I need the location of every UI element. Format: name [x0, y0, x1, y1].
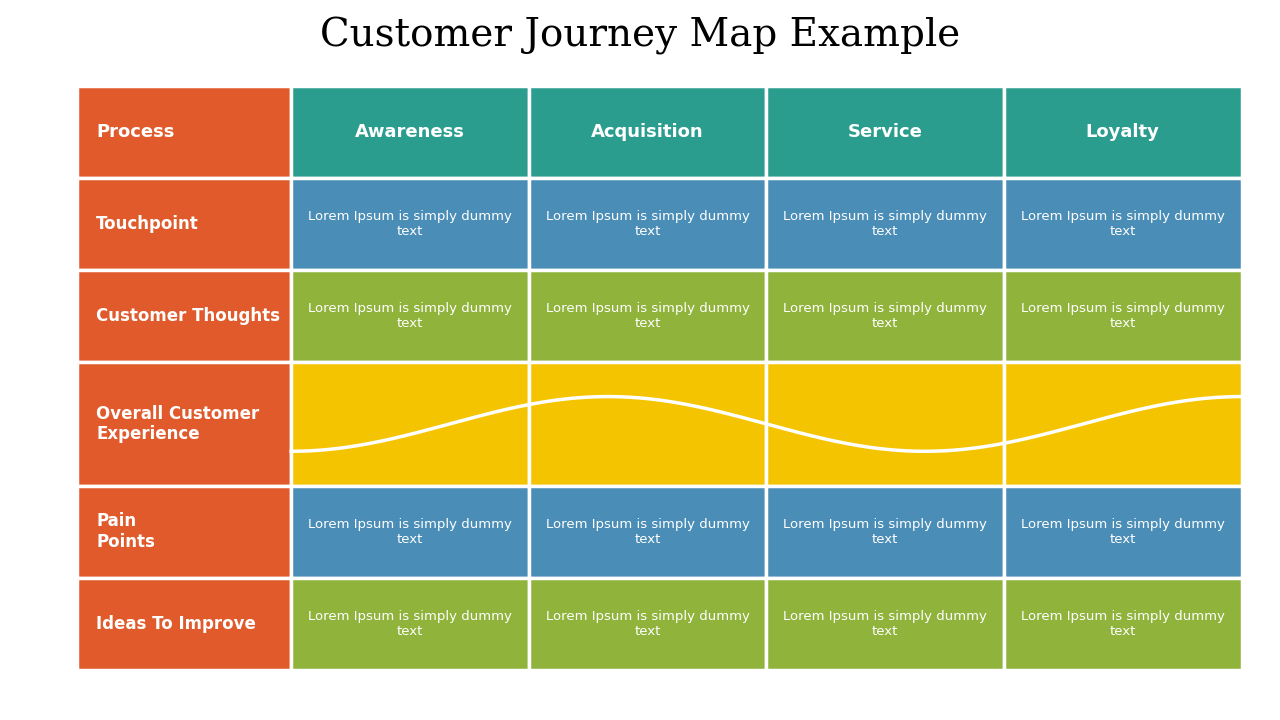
Text: Pain
Points: Pain Points [96, 513, 155, 552]
FancyBboxPatch shape [77, 179, 292, 270]
FancyBboxPatch shape [292, 577, 529, 670]
Text: Service: Service [847, 123, 923, 141]
FancyBboxPatch shape [529, 179, 767, 270]
FancyBboxPatch shape [529, 486, 767, 577]
FancyBboxPatch shape [529, 86, 767, 179]
Text: Process: Process [96, 123, 174, 141]
FancyBboxPatch shape [1004, 86, 1242, 179]
Text: Lorem Ipsum is simply dummy
text: Lorem Ipsum is simply dummy text [1021, 302, 1225, 330]
Text: Lorem Ipsum is simply dummy
text: Lorem Ipsum is simply dummy text [783, 210, 987, 238]
Text: Lorem Ipsum is simply dummy
text: Lorem Ipsum is simply dummy text [783, 610, 987, 638]
Text: Awareness: Awareness [355, 123, 465, 141]
Text: Touchpoint: Touchpoint [96, 215, 198, 233]
Text: Lorem Ipsum is simply dummy
text: Lorem Ipsum is simply dummy text [783, 518, 987, 546]
Text: Lorem Ipsum is simply dummy
text: Lorem Ipsum is simply dummy text [1021, 210, 1225, 238]
Text: Lorem Ipsum is simply dummy
text: Lorem Ipsum is simply dummy text [308, 210, 512, 238]
FancyBboxPatch shape [529, 577, 767, 670]
FancyBboxPatch shape [529, 270, 767, 362]
FancyBboxPatch shape [767, 179, 1004, 270]
FancyBboxPatch shape [767, 270, 1004, 362]
FancyBboxPatch shape [77, 362, 292, 486]
Text: Customer Thoughts: Customer Thoughts [96, 307, 280, 325]
FancyBboxPatch shape [1004, 486, 1242, 577]
Text: Lorem Ipsum is simply dummy
text: Lorem Ipsum is simply dummy text [308, 302, 512, 330]
Text: Lorem Ipsum is simply dummy
text: Lorem Ipsum is simply dummy text [545, 518, 750, 546]
Text: Loyalty: Loyalty [1085, 123, 1160, 141]
FancyBboxPatch shape [77, 86, 292, 179]
FancyBboxPatch shape [77, 270, 292, 362]
Text: Acquisition: Acquisition [591, 123, 704, 141]
Text: Lorem Ipsum is simply dummy
text: Lorem Ipsum is simply dummy text [783, 302, 987, 330]
FancyBboxPatch shape [77, 486, 292, 577]
FancyBboxPatch shape [292, 362, 529, 486]
Text: Lorem Ipsum is simply dummy
text: Lorem Ipsum is simply dummy text [308, 610, 512, 638]
Text: Ideas To Improve: Ideas To Improve [96, 615, 256, 633]
FancyBboxPatch shape [292, 270, 529, 362]
FancyBboxPatch shape [292, 86, 529, 179]
FancyBboxPatch shape [1004, 179, 1242, 270]
FancyBboxPatch shape [529, 362, 767, 486]
Text: Lorem Ipsum is simply dummy
text: Lorem Ipsum is simply dummy text [545, 302, 750, 330]
Text: Lorem Ipsum is simply dummy
text: Lorem Ipsum is simply dummy text [1021, 610, 1225, 638]
Text: Customer Journey Map Example: Customer Journey Map Example [320, 17, 960, 55]
FancyBboxPatch shape [767, 86, 1004, 179]
FancyBboxPatch shape [767, 486, 1004, 577]
FancyBboxPatch shape [1004, 362, 1242, 486]
FancyBboxPatch shape [292, 486, 529, 577]
FancyBboxPatch shape [292, 179, 529, 270]
FancyBboxPatch shape [77, 577, 292, 670]
FancyBboxPatch shape [1004, 270, 1242, 362]
FancyBboxPatch shape [767, 362, 1004, 486]
Text: Lorem Ipsum is simply dummy
text: Lorem Ipsum is simply dummy text [308, 518, 512, 546]
Text: Lorem Ipsum is simply dummy
text: Lorem Ipsum is simply dummy text [545, 610, 750, 638]
FancyBboxPatch shape [1004, 577, 1242, 670]
Text: Overall Customer
Experience: Overall Customer Experience [96, 405, 260, 444]
Text: Lorem Ipsum is simply dummy
text: Lorem Ipsum is simply dummy text [545, 210, 750, 238]
FancyBboxPatch shape [767, 577, 1004, 670]
Text: Lorem Ipsum is simply dummy
text: Lorem Ipsum is simply dummy text [1021, 518, 1225, 546]
